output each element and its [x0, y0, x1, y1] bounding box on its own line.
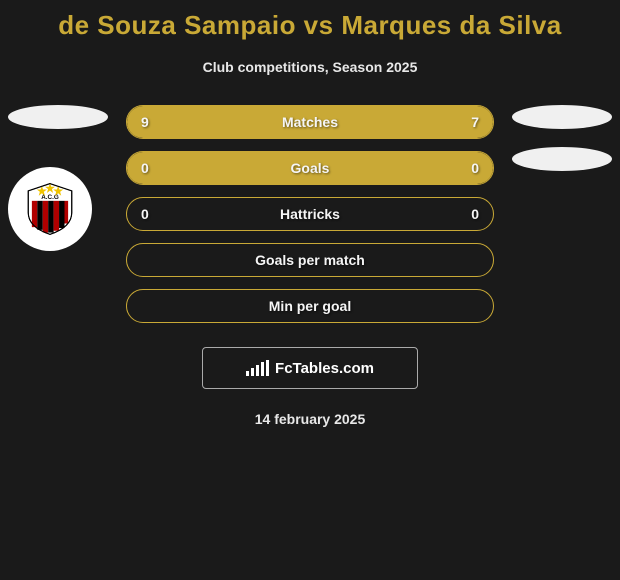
fill-left: [127, 152, 310, 184]
stat-right-value: 0: [471, 206, 479, 222]
stat-label: Min per goal: [269, 298, 351, 314]
chart-icon: [246, 360, 269, 376]
stat-row-hattricks: 0 Hattricks 0: [126, 197, 494, 231]
fill-right: [332, 106, 493, 138]
right-club-pill: [512, 147, 612, 171]
stat-row-min-per-goal: Min per goal: [126, 289, 494, 323]
stat-left-value: 9: [141, 114, 149, 130]
stat-row-goals-per-match: Goals per match: [126, 243, 494, 277]
stat-right-value: 7: [471, 114, 479, 130]
page-title: de Souza Sampaio vs Marques da Silva: [8, 10, 612, 41]
footer-brand[interactable]: FcTables.com: [202, 347, 418, 389]
stat-label: Hattricks: [280, 206, 340, 222]
stats-column: 9 Matches 7 0 Goals 0 0 Hattricks 0 Goal…: [126, 105, 494, 323]
fill-right: [310, 152, 493, 184]
stat-row-goals: 0 Goals 0: [126, 151, 494, 185]
comparison-row: A.C.G 9 Matches 7: [8, 105, 612, 323]
left-club-badge: A.C.G: [8, 167, 92, 251]
stat-left-value: 0: [141, 206, 149, 222]
left-column: A.C.G: [8, 105, 118, 251]
right-player-pill: [512, 105, 612, 129]
stat-right-value: 0: [471, 160, 479, 176]
page-subtitle: Club competitions, Season 2025: [8, 59, 612, 75]
club-badge-icon: A.C.G: [21, 180, 79, 238]
right-column: [502, 105, 612, 171]
stat-label: Goals per match: [255, 252, 365, 268]
stat-label: Goals: [291, 160, 330, 176]
badge-text: A.C.G: [41, 194, 59, 201]
brand-text: FcTables.com: [275, 360, 374, 377]
stat-row-matches: 9 Matches 7: [126, 105, 494, 139]
left-player-pill: [8, 105, 108, 129]
stat-label: Matches: [282, 114, 338, 130]
footer-date: 14 february 2025: [8, 411, 612, 427]
stat-left-value: 0: [141, 160, 149, 176]
